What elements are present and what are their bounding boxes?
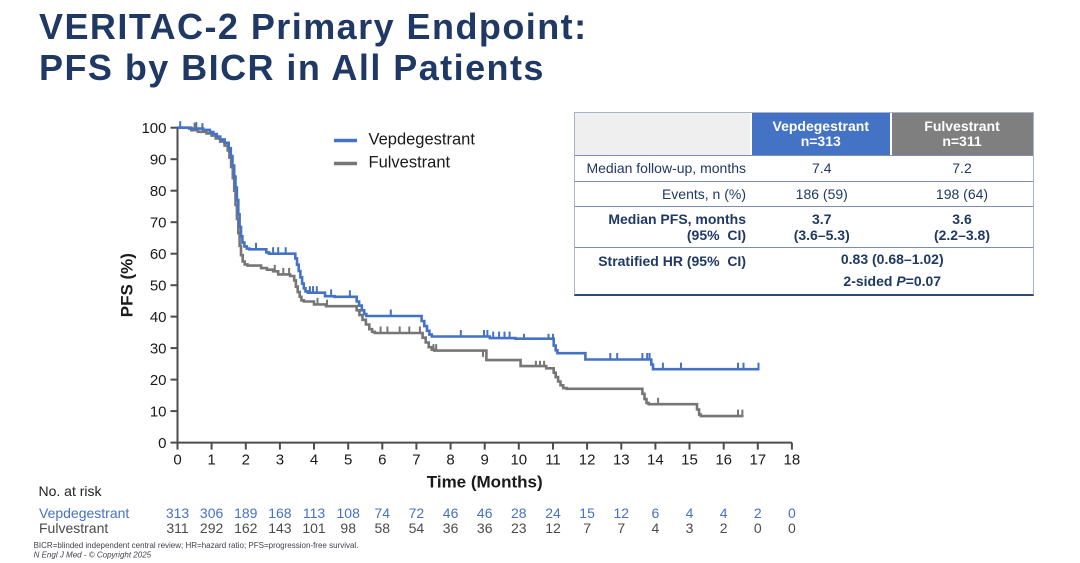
svg-text:0: 0: [173, 452, 181, 469]
svg-text:7: 7: [412, 452, 420, 469]
svg-text:14: 14: [647, 452, 664, 469]
svg-text:36: 36: [477, 520, 493, 536]
svg-text:Time (Months): Time (Months): [427, 473, 543, 492]
svg-text:98: 98: [340, 520, 356, 536]
svg-text:313: 313: [166, 505, 190, 521]
svg-text:168: 168: [268, 505, 292, 521]
svg-text:BICR=blinded independent centr: BICR=blinded independent central review;…: [34, 541, 359, 550]
svg-text:6: 6: [652, 505, 660, 521]
svg-text:74: 74: [375, 505, 391, 521]
svg-text:60: 60: [150, 246, 167, 263]
svg-text:24: 24: [545, 505, 561, 521]
svg-text:4: 4: [720, 505, 728, 521]
svg-text:Fulvestrant: Fulvestrant: [39, 520, 108, 536]
svg-text:5: 5: [344, 452, 352, 469]
svg-text:6: 6: [378, 452, 386, 469]
svg-text:17: 17: [749, 452, 766, 469]
svg-text:2: 2: [754, 505, 762, 521]
svg-text:18: 18: [784, 452, 801, 469]
svg-text:13: 13: [613, 452, 630, 469]
svg-text:15: 15: [681, 452, 698, 469]
svg-text:4: 4: [652, 520, 660, 536]
svg-text:4: 4: [310, 452, 318, 469]
svg-text:0: 0: [754, 520, 762, 536]
svg-text:46: 46: [477, 505, 493, 521]
svg-text:11: 11: [545, 452, 561, 469]
svg-text:3: 3: [276, 452, 284, 469]
svg-text:23: 23: [511, 520, 527, 536]
svg-text:311: 311: [166, 520, 189, 536]
svg-text:12: 12: [614, 505, 630, 521]
svg-text:1: 1: [207, 452, 215, 469]
svg-text:8: 8: [446, 452, 454, 469]
svg-text:16: 16: [715, 452, 732, 469]
svg-text:N Engl J Med - © Copyright 202: N Engl J Med - © Copyright 2025: [34, 550, 152, 559]
svg-text:0: 0: [158, 435, 166, 452]
svg-text:Vepdegestrant: Vepdegestrant: [39, 505, 129, 521]
svg-text:No. at risk: No. at risk: [39, 483, 103, 499]
svg-text:9: 9: [481, 452, 489, 469]
svg-text:80: 80: [150, 183, 167, 200]
svg-text:28: 28: [511, 505, 527, 521]
svg-text:20: 20: [150, 372, 167, 389]
svg-text:PFS (%): PFS (%): [118, 253, 137, 317]
svg-text:113: 113: [303, 505, 326, 521]
svg-text:101: 101: [302, 520, 326, 536]
svg-text:292: 292: [200, 520, 224, 536]
svg-text:54: 54: [409, 520, 425, 536]
svg-text:10: 10: [510, 452, 527, 469]
svg-text:3: 3: [686, 520, 694, 536]
svg-text:58: 58: [375, 520, 391, 536]
svg-text:7: 7: [583, 520, 591, 536]
svg-text:100: 100: [141, 120, 166, 137]
svg-text:40: 40: [150, 309, 167, 326]
svg-text:Vepdegestrant: Vepdegestrant: [369, 131, 476, 149]
svg-text:108: 108: [337, 505, 361, 521]
svg-text:90: 90: [150, 152, 167, 169]
svg-text:0: 0: [788, 520, 796, 536]
svg-text:143: 143: [268, 520, 292, 536]
svg-text:2: 2: [720, 520, 728, 536]
svg-text:189: 189: [234, 505, 258, 521]
svg-text:2: 2: [242, 452, 250, 469]
svg-text:50: 50: [150, 278, 167, 295]
svg-text:12: 12: [545, 520, 561, 536]
svg-text:70: 70: [150, 215, 167, 232]
svg-text:4: 4: [686, 505, 694, 521]
svg-text:306: 306: [200, 505, 224, 521]
svg-text:36: 36: [443, 520, 459, 536]
svg-text:15: 15: [579, 505, 595, 521]
svg-text:10: 10: [150, 404, 167, 421]
svg-text:72: 72: [409, 505, 425, 521]
svg-text:162: 162: [234, 520, 258, 536]
svg-text:30: 30: [150, 341, 167, 358]
svg-text:Fulvestrant: Fulvestrant: [369, 154, 451, 172]
svg-text:7: 7: [617, 520, 625, 536]
svg-text:12: 12: [579, 452, 596, 469]
svg-text:0: 0: [788, 505, 796, 521]
svg-text:46: 46: [443, 505, 459, 521]
